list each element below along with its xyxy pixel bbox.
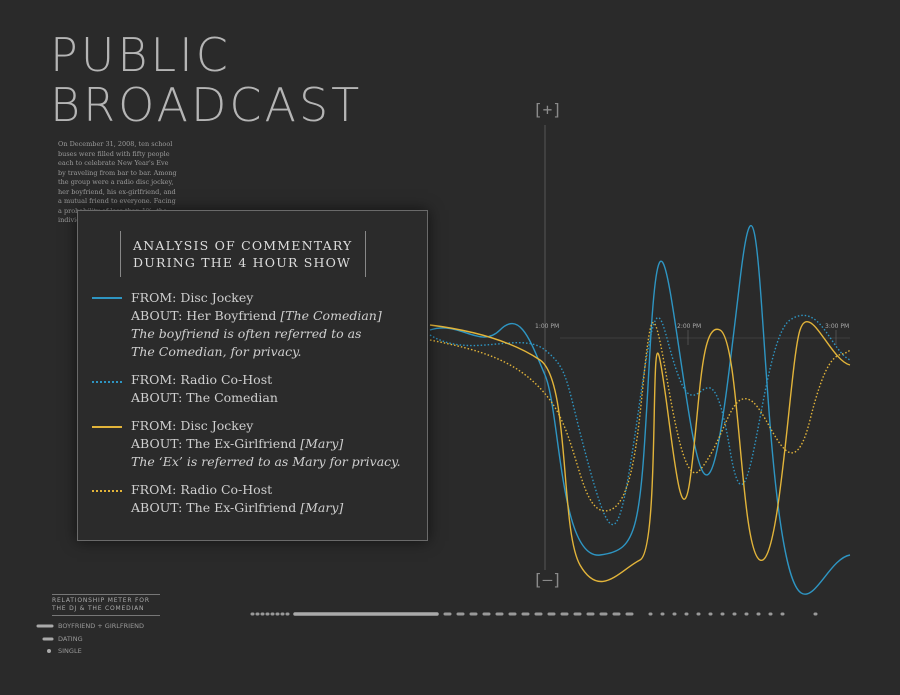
legend-panel: ANALYSIS OF COMMENTARY DURING THE 4 HOUR…: [77, 210, 428, 541]
time-label: 3:00 PM: [825, 323, 850, 330]
legend-about-note: [Mary]: [300, 500, 344, 515]
legend-note: The ‘Ex’ is referred to as Mary for priv…: [131, 453, 401, 471]
cohost-comedian-line: [429, 314, 851, 526]
meter-key: SINGLE: [58, 647, 82, 655]
legend-item: FROM: Disc Jockey ABOUT: The Ex-Girlfrie…: [131, 417, 401, 471]
legend-note-line: The Comedian, for privacy.: [131, 344, 302, 359]
bottom-label: [–]: [533, 570, 562, 589]
dj-ex-line: [429, 320, 851, 582]
legend-from: FROM: Disc Jockey: [131, 290, 254, 305]
top-label: [+]: [533, 100, 562, 119]
legend-about: ABOUT: The Ex-Girlfriend [Mary]: [131, 435, 401, 453]
meter-key: BOYFRIEND + GIRLFRIEND: [58, 622, 145, 630]
time-label: 1:00 PM: [535, 323, 560, 330]
legend-item: FROM: Radio Co-Host ABOUT: The Ex-Girlfr…: [131, 481, 343, 517]
legend-note: The Comedian, for privacy.: [131, 343, 382, 361]
legend-note: The boyfriend is often referred to as: [131, 325, 382, 343]
legend-title-line: DURING THE 4 HOUR SHOW: [133, 255, 352, 270]
legend-swatch: [92, 297, 122, 299]
title: PUBLIC BROADCAST: [50, 30, 362, 130]
legend-from: FROM: Radio Co-Host: [131, 482, 273, 497]
meter-title: RELATIONSHIP METER FOR THE DJ & THE COME…: [52, 594, 160, 616]
legend-from: FROM: Radio Co-Host: [131, 372, 273, 387]
title-line: PUBLIC: [50, 28, 231, 82]
legend-title: ANALYSIS OF COMMENTARY DURING THE 4 HOUR…: [120, 231, 366, 277]
legend-about: ABOUT: The Comedian: [131, 390, 278, 405]
legend-item: FROM: Disc Jockey ABOUT: Her Boyfriend […: [131, 289, 382, 361]
legend-swatch: [92, 426, 122, 428]
legend-about-text: ABOUT: The Ex-Girlfriend: [131, 436, 297, 451]
legend-about: ABOUT: The Ex-Girlfriend [Mary]: [131, 499, 343, 517]
legend-note-line: The ‘Ex’ is referred to as Mary for priv…: [131, 454, 401, 469]
legend-item: FROM: Radio Co-Host ABOUT: The Comedian: [131, 371, 278, 407]
legend-note-line: The boyfriend is often referred to as: [131, 326, 362, 341]
legend-about-note: [The Comedian]: [280, 308, 382, 323]
meter-key: DATING: [58, 635, 83, 643]
cohost-ex-line: [429, 321, 851, 512]
legend-swatch: [92, 490, 122, 492]
legend-about-text: ABOUT: The Ex-Girlfriend: [131, 500, 297, 515]
title-line: BROADCAST: [50, 78, 363, 132]
meter-key-swatch: [47, 649, 51, 653]
legend-about-note: [Mary]: [300, 436, 344, 451]
time-label: 2:00 PM: [677, 323, 702, 330]
legend-about: ABOUT: Her Boyfriend [The Comedian]: [131, 307, 382, 325]
legend-title-line: ANALYSIS OF COMMENTARY: [133, 238, 353, 253]
legend-about-text: ABOUT: Her Boyfriend: [131, 308, 277, 323]
legend-from: FROM: Disc Jockey: [131, 418, 254, 433]
legend-swatch: [92, 381, 122, 383]
dj-boyfriend-line: [429, 225, 851, 595]
